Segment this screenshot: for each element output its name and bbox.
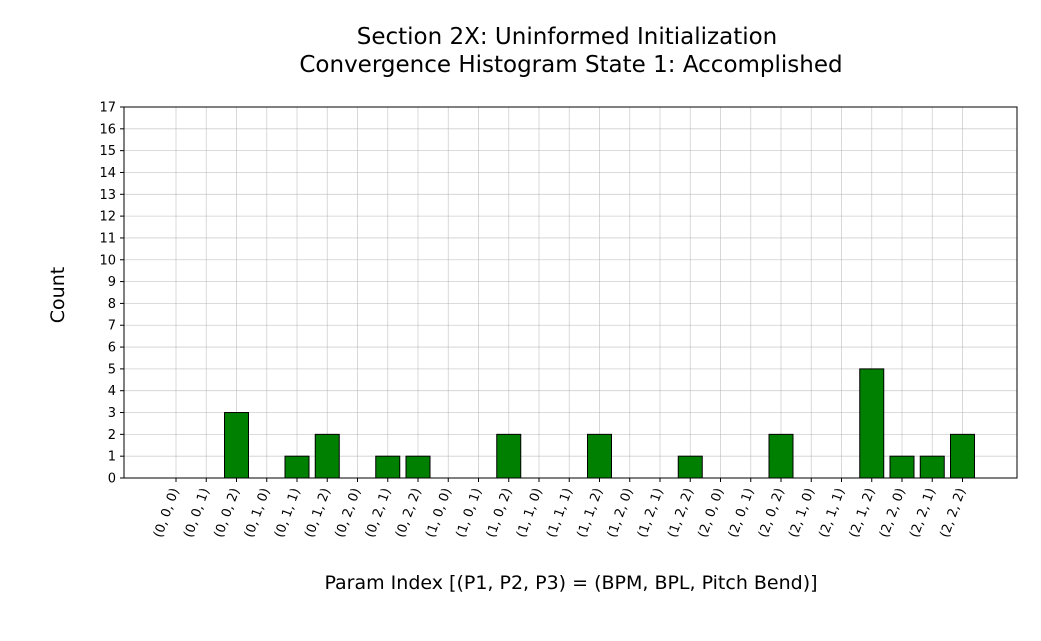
y-tick-label: 9 bbox=[108, 275, 116, 290]
y-tick-label: 1 bbox=[108, 450, 116, 465]
bar bbox=[284, 455, 310, 479]
y-tick-label: 5 bbox=[108, 362, 116, 377]
y-tick-label: 10 bbox=[99, 253, 116, 268]
x-tick-label: (2, 2, 1) bbox=[907, 486, 939, 540]
y-tick-label: 3 bbox=[108, 406, 116, 421]
bar bbox=[375, 455, 401, 479]
x-tick-label: (0, 2, 2) bbox=[393, 486, 425, 540]
y-axis-label: Count bbox=[47, 267, 69, 323]
plot-frame bbox=[123, 106, 1018, 479]
x-tick-label: (0, 1, 2) bbox=[302, 486, 334, 540]
y-tick-label: 0 bbox=[108, 472, 116, 487]
y-tick-label: 7 bbox=[108, 319, 116, 334]
x-tick-label: (2, 2, 0) bbox=[877, 486, 909, 540]
y-tick-label: 8 bbox=[108, 297, 116, 312]
x-tick-label: (0, 0, 1) bbox=[181, 486, 213, 540]
x-tick-label: (0, 1, 0) bbox=[242, 486, 274, 540]
x-axis-ticks: (0, 0, 0)(0, 0, 1)(0, 0, 2)(0, 1, 0)(0, … bbox=[151, 478, 969, 540]
y-tick-label: 15 bbox=[99, 144, 116, 159]
x-tick-label: (2, 0, 0) bbox=[696, 486, 728, 540]
x-tick-label: (0, 1, 1) bbox=[272, 486, 304, 540]
y-tick-label: 11 bbox=[99, 231, 116, 246]
x-axis-label: Param Index [(P1, P2, P3) = (BPM, BPL, P… bbox=[324, 572, 817, 594]
x-tick-label: (0, 0, 0) bbox=[151, 486, 183, 540]
x-tick-label: (1, 2, 0) bbox=[605, 486, 637, 540]
chart-subtitle: Convergence Histogram State 1: Accomplis… bbox=[299, 52, 842, 78]
y-tick-label: 14 bbox=[99, 166, 116, 181]
x-tick-label: (1, 0, 1) bbox=[454, 486, 486, 540]
bars-group bbox=[224, 368, 975, 479]
x-tick-label: (1, 0, 2) bbox=[484, 486, 516, 540]
y-tick-label: 12 bbox=[99, 210, 116, 225]
x-tick-label: (2, 0, 2) bbox=[756, 486, 788, 540]
x-tick-label: (2, 2, 2) bbox=[938, 486, 970, 540]
x-tick-label: (2, 1, 0) bbox=[786, 486, 818, 540]
chart-title: Section 2X: Uninformed Initialization bbox=[357, 24, 778, 50]
y-tick-label: 16 bbox=[99, 122, 116, 137]
x-tick-label: (2, 1, 2) bbox=[847, 486, 879, 540]
x-tick-label: (0, 0, 2) bbox=[212, 486, 244, 540]
bar bbox=[889, 455, 915, 479]
y-tick-label: 2 bbox=[108, 428, 116, 443]
x-tick-label: (0, 2, 1) bbox=[363, 486, 395, 540]
x-tick-label: (1, 1, 2) bbox=[575, 486, 607, 540]
x-tick-label: (1, 0, 0) bbox=[423, 486, 455, 540]
x-tick-label: (0, 2, 0) bbox=[333, 486, 365, 540]
bar bbox=[587, 433, 612, 479]
y-tick-label: 6 bbox=[108, 341, 116, 356]
y-tick-label: 17 bbox=[99, 101, 116, 116]
bar bbox=[314, 433, 340, 479]
bar bbox=[859, 368, 885, 479]
y-tick-label: 4 bbox=[108, 384, 116, 399]
x-tick-label: (2, 0, 1) bbox=[726, 486, 758, 540]
x-tick-label: (1, 1, 0) bbox=[514, 486, 546, 540]
bar bbox=[496, 433, 522, 479]
bar bbox=[677, 455, 703, 479]
y-tick-label: 13 bbox=[99, 188, 116, 203]
bar bbox=[919, 455, 945, 479]
bar bbox=[224, 412, 249, 479]
x-tick-label: (1, 2, 2) bbox=[665, 486, 697, 540]
bar bbox=[950, 433, 975, 479]
bar bbox=[405, 455, 431, 479]
x-tick-label: (2, 1, 1) bbox=[817, 486, 849, 540]
x-tick-label: (1, 1, 1) bbox=[544, 486, 576, 540]
bar bbox=[768, 433, 794, 479]
x-tick-label: (1, 2, 1) bbox=[635, 486, 667, 540]
